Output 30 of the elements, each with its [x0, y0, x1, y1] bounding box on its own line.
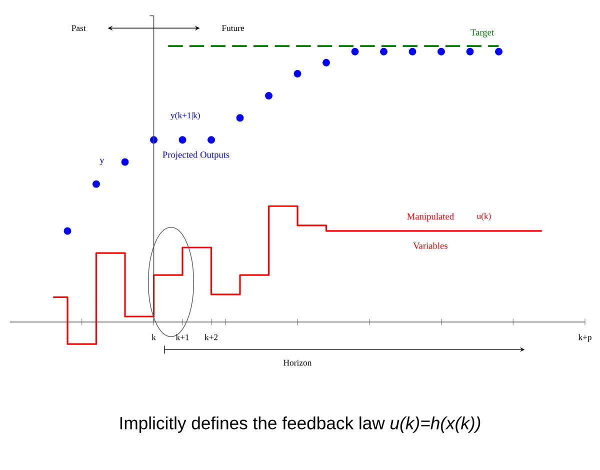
point [178, 136, 186, 144]
point [380, 48, 388, 56]
point [208, 136, 215, 144]
point [92, 180, 100, 188]
point [121, 158, 129, 166]
text: Past [72, 25, 86, 32]
point [150, 136, 158, 144]
series-label: Projected Outputs [162, 151, 230, 160]
point [294, 70, 302, 78]
point [351, 48, 359, 56]
point [438, 48, 445, 56]
point [495, 48, 502, 56]
point [322, 58, 330, 66]
annotation: y(k+1|k) [170, 112, 200, 120]
series-label: y [100, 158, 104, 166]
x-tick-label: k+2 [204, 334, 218, 340]
point [466, 48, 474, 56]
text: Implicitly defines the feedback law u(k)=h(x(k)) [120, 416, 480, 433]
point [408, 48, 416, 56]
point [64, 227, 72, 235]
x-tick-label: k [152, 334, 156, 340]
text: Manipulated Variables [407, 213, 454, 249]
x-tick-label: k+1 [176, 334, 189, 340]
x-tick-label: k+p [578, 334, 592, 342]
series-label: Target [470, 29, 494, 38]
text: Future [222, 25, 244, 32]
text: Horizon [284, 360, 312, 366]
point [236, 114, 244, 122]
point [265, 92, 272, 100]
annotation: u(k) [476, 212, 491, 221]
